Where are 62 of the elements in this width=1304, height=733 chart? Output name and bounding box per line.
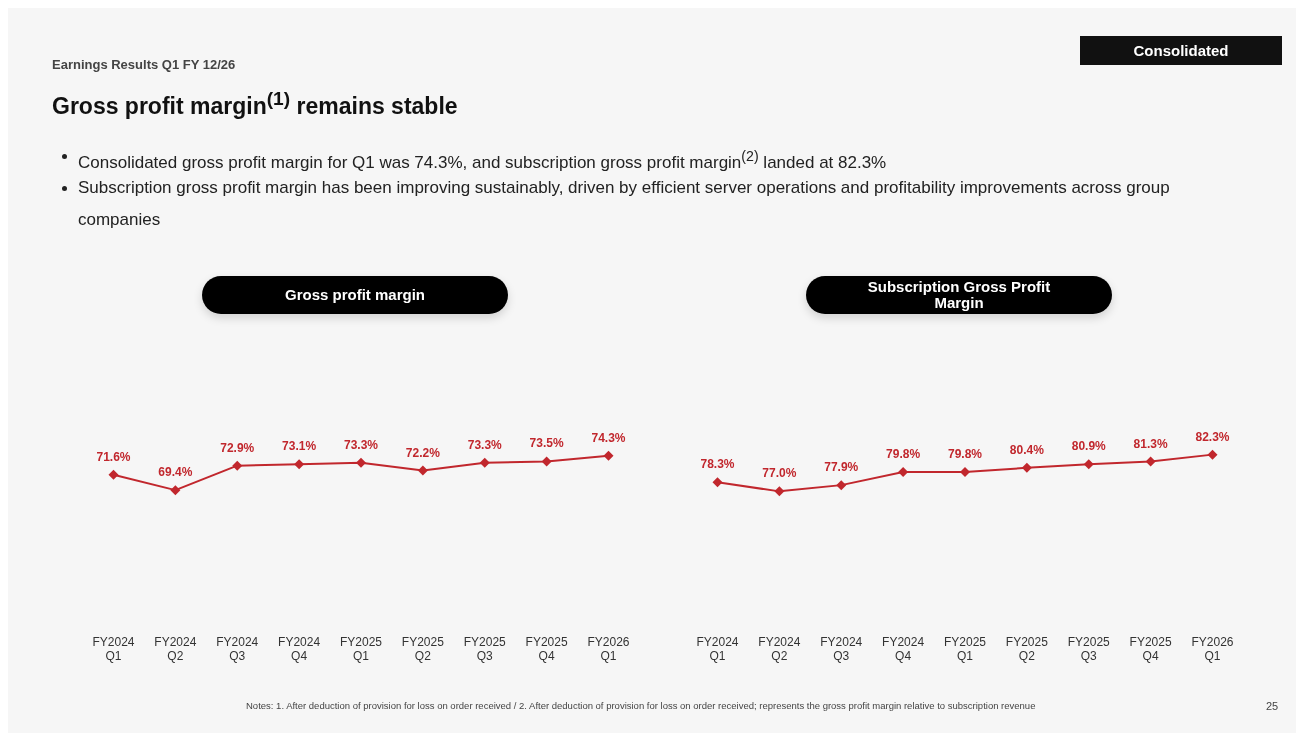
x-tick-label: FY2024 Q3 <box>820 635 863 663</box>
text: Subscription gross profit margin has been improving sustainably, driven by efficient server operations and profitability improvements across group companies <box>78 177 1171 231</box>
point <box>417 465 428 476</box>
data-label: 73.1% <box>282 439 317 454</box>
data-label: 73.5% <box>529 436 564 451</box>
x-tick-label: FY2026 Q1 <box>1191 635 1234 663</box>
x-tick-label: FY2025 Q2 <box>1005 635 1049 663</box>
data-label: 72.2% <box>405 445 441 460</box>
x-tick-label: FY2024 Q1 <box>696 635 739 663</box>
text: Earnings Results Q1 FY 12/26 <box>52 57 236 72</box>
text: Consolidated gross profit margin for Q1 was 74.3%, and subscription gross profit margin$^{(2)}$ landed at 82.3% <box>78 147 887 174</box>
chart-title: Subscription Gross Profit Margin <box>806 276 1112 314</box>
point <box>541 456 552 467</box>
chart-title: Gross profit margin <box>202 276 508 314</box>
point <box>1207 449 1218 460</box>
data-label: 69.4% <box>158 465 193 480</box>
x-tick-label: FY2024 Q4 <box>278 635 321 663</box>
x-tick-label: FY2025 Q3 <box>463 635 507 663</box>
data-label: 79.8% <box>947 446 983 461</box>
x-tick-label: FY2025 Q1 <box>339 635 383 663</box>
x-tick-label: FY2025 Q4 <box>525 635 568 663</box>
data-label: 79.8% <box>886 446 921 461</box>
point <box>836 480 847 491</box>
point <box>1021 462 1032 473</box>
point <box>294 459 305 470</box>
point <box>1083 459 1094 470</box>
data-label: 72.9% <box>220 440 255 455</box>
x-tick-label: FY2025 Q1 <box>943 635 987 663</box>
data-label: 80.9% <box>1071 439 1107 454</box>
text: 25 <box>1266 700 1279 712</box>
data-label: 77.0% <box>762 466 797 481</box>
data-label: 74.3% <box>591 430 626 445</box>
point <box>603 450 614 461</box>
x-tick-label: FY2024 Q2 <box>154 635 197 663</box>
point <box>232 460 243 471</box>
x-tick-label: FY2024 Q1 <box>92 635 135 663</box>
text: Notes: 1. After deduction of provision for loss on order received / 2. After deduction of provision for loss on order received; represents the gross profit margin relative to subscription revenue <box>246 700 1036 711</box>
data-label: 77.9% <box>824 460 859 475</box>
x-tick-label: FY2024 Q2 <box>758 635 801 663</box>
data-label: 73.3% <box>467 437 503 452</box>
x-tick-label: FY2024 Q4 <box>882 635 925 663</box>
x-tick-label: FY2025 Q3 <box>1067 635 1111 663</box>
point <box>108 469 119 480</box>
data-label: 80.4% <box>1009 442 1045 457</box>
point <box>479 457 490 468</box>
x-tick-label: FY2024 Q3 <box>216 635 259 663</box>
x-tick-label: FY2025 Q2 <box>401 635 445 663</box>
point <box>712 477 723 488</box>
text: Consolidated <box>1080 36 1282 65</box>
point <box>170 485 181 496</box>
data-label: 78.3% <box>700 457 735 472</box>
x-tick-label: FY2026 Q1 <box>587 635 630 663</box>
point <box>774 486 785 497</box>
point <box>960 466 970 477</box>
data-label: 81.3% <box>1133 436 1168 451</box>
x-tick-label: FY2025 Q4 <box>1129 635 1172 663</box>
point <box>356 457 366 468</box>
point <box>1145 456 1156 467</box>
text: Gross profit margin$^{(1)}$ remains stable <box>52 88 458 120</box>
data-label: 73.3% <box>343 437 379 452</box>
data-label: 82.3% <box>1195 429 1230 444</box>
data-label: 71.6% <box>96 449 131 464</box>
